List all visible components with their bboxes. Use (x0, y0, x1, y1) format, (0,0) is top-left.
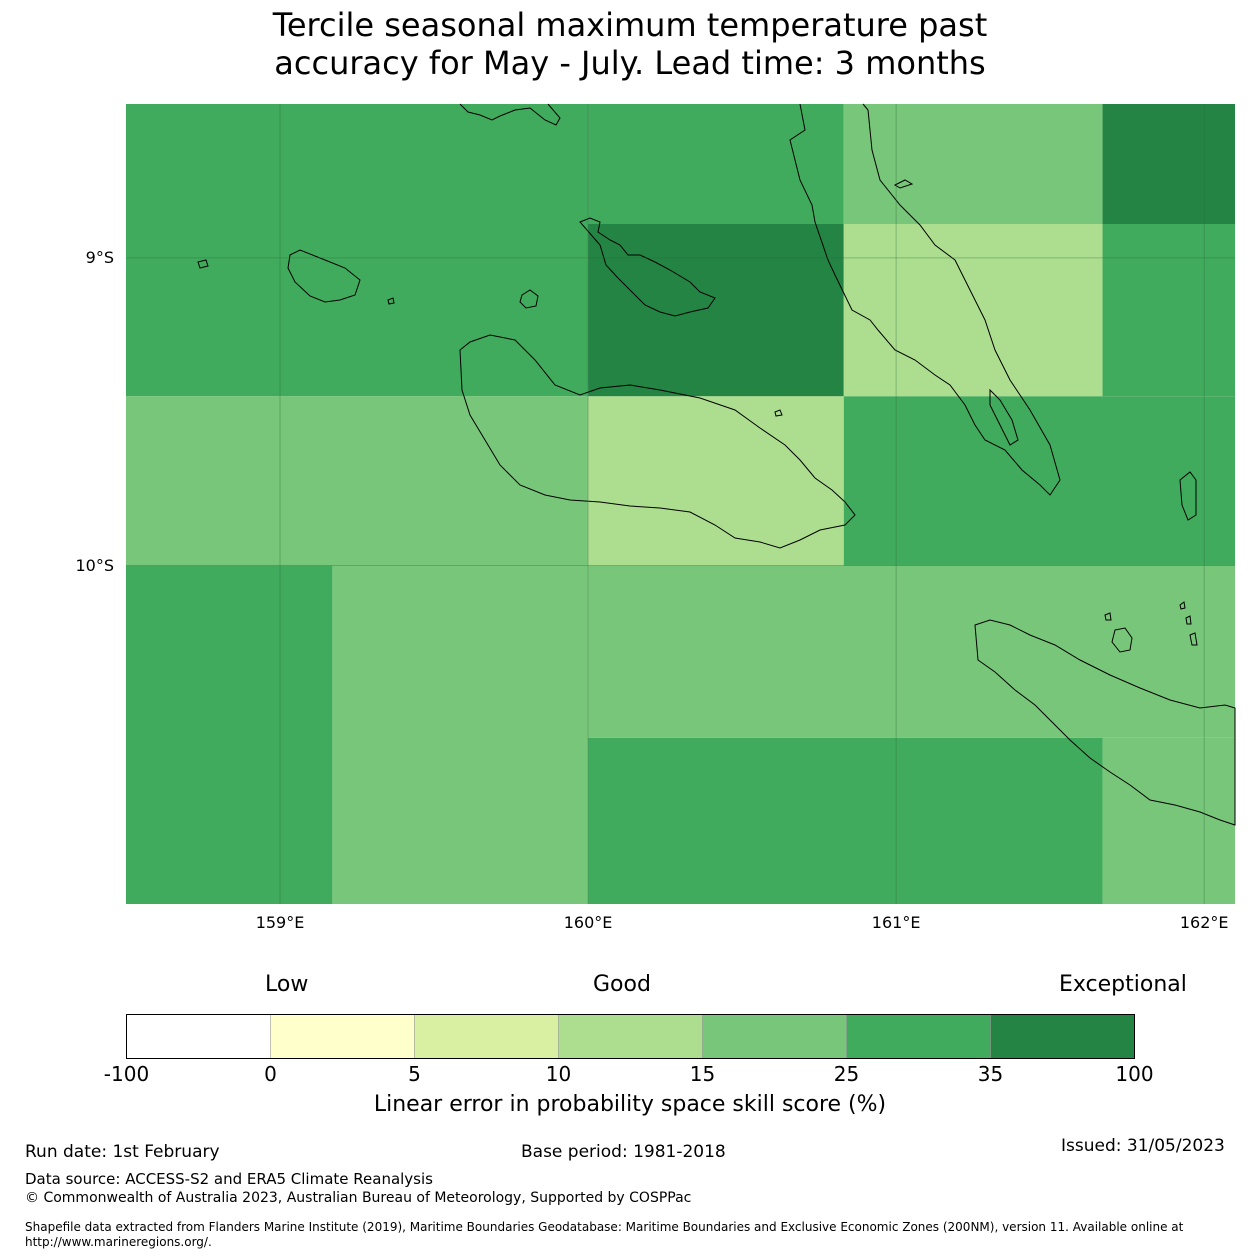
issued-date: Issued: 31/05/2023 (1061, 1136, 1225, 1156)
colorbar-swatch (990, 1014, 1135, 1059)
coastline-small-island-3 (774, 409, 783, 417)
copyright: © Commonwealth of Australia 2023, Austra… (25, 1190, 692, 1206)
data-source: Data source: ACCESS-S2 and ERA5 Climate … (25, 1170, 433, 1188)
skill-cell (588, 224, 844, 397)
base-period: Base period: 1981-2018 (521, 1142, 726, 1162)
skill-map (126, 103, 1236, 904)
skill-cell (843, 104, 1103, 224)
graticule (126, 104, 1235, 904)
coastline-north-top (459, 103, 561, 126)
skill-cell (126, 104, 589, 397)
coastline-small-island-7 (1189, 632, 1198, 646)
coastline-small-island-6 (1185, 615, 1192, 625)
colorbar-swatch (270, 1014, 415, 1059)
skill-grid (126, 104, 1235, 904)
lon-label-162e: 162°E (1179, 913, 1229, 932)
colorbar-swatch (126, 1014, 271, 1059)
colorbar-tick: 0 (264, 1062, 277, 1086)
skill-cell (1102, 737, 1235, 904)
colorbar-tick: 15 (689, 1062, 716, 1086)
lat-label-9s: 9°S (85, 247, 114, 267)
skill-cell (843, 396, 1235, 566)
coastline-small-island-1 (197, 259, 209, 269)
coastline-small-island-5 (1179, 601, 1186, 610)
coastline-malaita-lagoon (893, 179, 914, 189)
skill-cell (1102, 104, 1235, 224)
map-title-line-2: accuracy for May - July. Lead time: 3 mo… (274, 44, 986, 82)
map-title-line-1: Tercile seasonal maximum temperature pas… (272, 6, 988, 44)
coastline-maramasike (989, 388, 1019, 446)
skill-cell (126, 396, 589, 566)
colorbar-frame (126, 1014, 1135, 1059)
coastlines (197, 103, 1236, 826)
skill-cell (126, 565, 333, 904)
colorbar-swatch (846, 1014, 991, 1059)
skill-cell (588, 565, 1235, 738)
skill-cell (588, 104, 844, 224)
run-date: Run date: 1st February (25, 1142, 220, 1162)
coastline-ulawa (1111, 627, 1133, 653)
coastline-russell (287, 249, 361, 303)
colorbar-tick: 5 (408, 1062, 421, 1086)
lon-label-161e: 161°E (871, 913, 921, 932)
lon-label-159e: 159°E (255, 913, 305, 932)
colorbar-caption: Linear error in probability space skill … (373, 1092, 887, 1117)
colorbar (126, 1014, 1135, 1059)
coastline-small-island-8 (1179, 471, 1197, 521)
coastline-nggela (579, 217, 716, 317)
coastline-guadalcanal (459, 334, 856, 549)
colorbar-swatch (558, 1014, 703, 1059)
colorbar-tick: -100 (103, 1062, 150, 1086)
coastline-savo (519, 289, 539, 309)
map-title: Tercile seasonal maximum temperature pas… (0, 6, 1260, 82)
colorbar-swatches (126, 1014, 1135, 1059)
shapefile-credit: Shapefile data extracted from Flanders M… (25, 1220, 1184, 1249)
colorbar-tick: 10 (545, 1062, 572, 1086)
lon-label-160e: 160°E (563, 913, 613, 932)
colorbar-tick: 100 (1115, 1062, 1154, 1086)
coastline-small-island-2 (387, 297, 395, 305)
coastline-small-island-4 (1104, 612, 1112, 621)
colorbar-tick: 25 (833, 1062, 860, 1086)
colorbar-swatch (414, 1014, 559, 1059)
skill-cell (588, 737, 1103, 904)
coastline-makira (974, 619, 1236, 826)
skill-cell (843, 224, 1103, 397)
coastline-malaita (789, 103, 1061, 496)
colorbar-tick: 35 (977, 1062, 1004, 1086)
skill-cell (1102, 224, 1235, 397)
skill-cell (332, 565, 589, 904)
legend-category-low: Low (265, 972, 309, 997)
skill-cell (588, 396, 844, 566)
lat-label-10s: 10°S (75, 555, 114, 575)
colorbar-swatch (702, 1014, 847, 1059)
legend-category-exceptional: Exceptional (1059, 972, 1187, 997)
legend-category-good: Good (593, 972, 651, 997)
